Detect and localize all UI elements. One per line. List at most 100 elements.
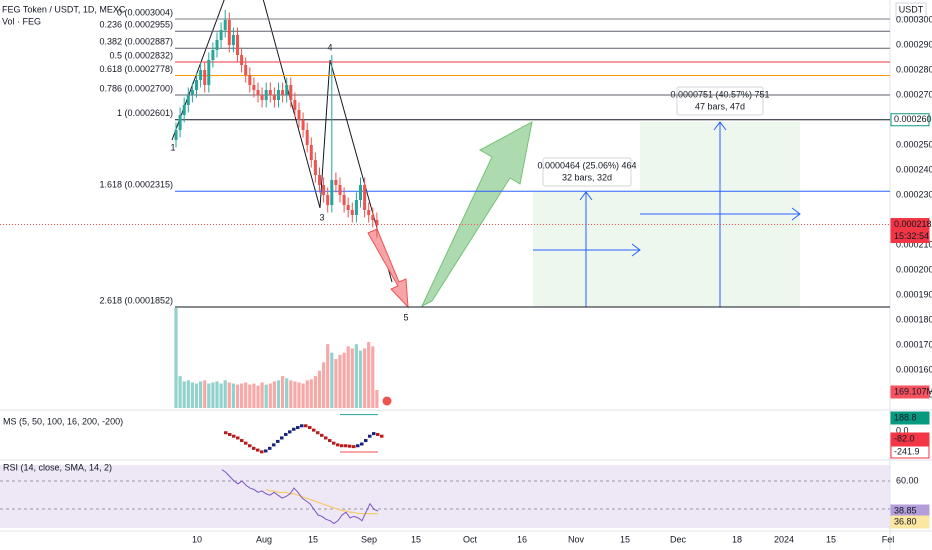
- axis-label: 0.0: [896, 425, 909, 435]
- event-flag[interactable]: [381, 395, 393, 407]
- volume-bar: [358, 350, 363, 408]
- candle-body: [293, 100, 297, 110]
- candle-body: [182, 105, 186, 115]
- ms-point: [264, 449, 268, 453]
- fib-label: 0.786 (0.0002700): [99, 83, 173, 93]
- volume-bar: [309, 379, 313, 408]
- candle-body: [342, 195, 346, 205]
- candle-body: [354, 200, 358, 215]
- candle-body: [211, 50, 215, 60]
- fib-label: 0 (0.0003004): [117, 7, 173, 17]
- candle-body: [178, 115, 182, 130]
- ms-point: [276, 439, 280, 443]
- axis-badge-text: 38.85: [894, 505, 917, 515]
- ms-point: [252, 446, 256, 450]
- volume-bar: [371, 346, 375, 408]
- volume-bar: [293, 381, 297, 408]
- volume-bar: [215, 381, 219, 408]
- projection-label: 0.0000751 (40.57%) 751: [670, 89, 769, 99]
- time-label: Fel: [882, 534, 895, 544]
- volume-bar: [326, 344, 330, 408]
- ms-point: [360, 442, 364, 446]
- volume-bar: [350, 348, 354, 408]
- axis-badge-text: 15:32:54: [894, 231, 929, 241]
- volume-bar: [231, 383, 235, 408]
- candle-body: [260, 95, 264, 100]
- volume-bar: [322, 362, 326, 408]
- volume-bar: [227, 382, 231, 408]
- axis-badge-text: 0.0002182: [894, 219, 932, 229]
- time-label: 16: [517, 534, 527, 544]
- candle-body: [174, 130, 178, 140]
- time-label: Sep: [361, 534, 377, 544]
- projection-label: 47 bars, 47d: [695, 101, 745, 111]
- candle-body: [305, 130, 309, 145]
- down-arrow: [367, 228, 409, 309]
- projection-arrow: [631, 243, 641, 257]
- ms-point: [236, 436, 240, 440]
- symbol-title: FEG Token / USDT, 1D, MEXC: [2, 4, 126, 14]
- candle-body: [309, 145, 313, 160]
- axis-badge-text: 169.107M: [894, 386, 932, 396]
- volume-bar: [276, 380, 281, 408]
- candle-body: [248, 75, 252, 85]
- volume-bar: [174, 308, 178, 408]
- rsi-line: [221, 469, 379, 525]
- candle-body: [231, 35, 235, 45]
- volume-bar: [182, 381, 186, 408]
- candle-body: [301, 120, 305, 130]
- volume-bar: [256, 385, 260, 408]
- candle-body: [363, 185, 367, 210]
- ms-point: [308, 426, 312, 430]
- volume-bar: [211, 382, 215, 408]
- volume-bar: [375, 390, 379, 408]
- axis-badge: [890, 515, 930, 529]
- ms-point: [244, 441, 248, 445]
- ms-point: [356, 444, 360, 448]
- volume-bar: [342, 352, 346, 408]
- ms-point: [304, 424, 308, 428]
- candle-body: [334, 180, 338, 185]
- volume-bar: [346, 346, 350, 408]
- time-label: Nov: [568, 534, 585, 544]
- fib-label: 1.618 (0.0002315): [99, 180, 173, 190]
- ms-point: [256, 448, 260, 452]
- volume-bar: [260, 382, 264, 408]
- fib-label: 2.618 (0.0001852): [99, 295, 173, 305]
- ms-point: [332, 441, 336, 445]
- volume-bar: [285, 378, 289, 408]
- projection-label-box: [542, 157, 632, 187]
- time-label: Aug: [256, 534, 272, 544]
- axis-badge-text: 188.8: [894, 412, 917, 422]
- volume-bar: [264, 384, 268, 408]
- ms-point: [224, 431, 228, 435]
- volume-bar: [186, 380, 190, 408]
- ms-point: [260, 450, 264, 454]
- candle-body: [326, 195, 330, 205]
- axis-badge-text: 0.0002601: [894, 114, 932, 124]
- ms-point: [296, 426, 300, 430]
- axis-badge-text: -241.9: [894, 446, 920, 456]
- axis-badge-text: -82.0: [894, 433, 915, 443]
- candle-body: [285, 85, 289, 95]
- ms-point: [344, 444, 348, 448]
- volume-bar: [199, 381, 203, 408]
- ms-point: [340, 444, 344, 448]
- volume-bar: [178, 376, 182, 408]
- ms-point: [272, 443, 276, 447]
- volume-bar: [235, 384, 240, 408]
- ms-point: [292, 427, 296, 431]
- axis-badge: [890, 445, 930, 459]
- ms-point: [284, 432, 288, 436]
- volume-bar: [240, 383, 244, 408]
- volume-bar: [297, 382, 301, 408]
- wave-label: 4: [327, 42, 332, 52]
- ms-point: [268, 446, 272, 450]
- time-label: 10: [192, 534, 202, 544]
- currency-box[interactable]: [895, 2, 927, 18]
